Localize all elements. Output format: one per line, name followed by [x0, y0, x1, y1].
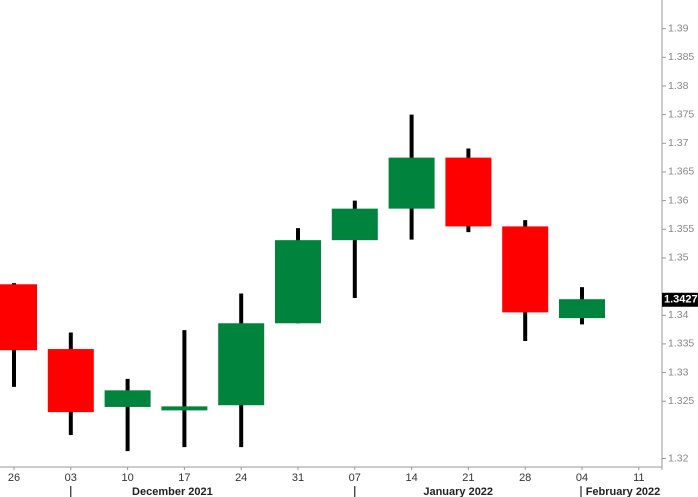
y-tick-label: 1.37 — [668, 137, 689, 149]
candle-body — [104, 390, 151, 407]
y-tick-label: 1.35 — [668, 252, 689, 264]
y-tick-label: 1.36 — [668, 194, 689, 206]
x-tick-label: 28 — [519, 472, 531, 484]
x-tick-label: 31 — [292, 472, 304, 484]
last-price-label: 1.3427 — [664, 294, 698, 306]
candle-body — [218, 323, 265, 406]
y-tick-label: 1.38 — [668, 80, 689, 92]
y-tick-label: 1.325 — [668, 395, 694, 407]
candle-body — [0, 284, 37, 351]
y-tick-label: 1.32 — [668, 452, 689, 464]
x-tick-label: 14 — [405, 472, 417, 484]
candle-body — [559, 299, 605, 319]
x-tick-label: 17 — [178, 472, 190, 484]
candle-body — [161, 406, 208, 411]
x-tick-label: 04 — [576, 472, 588, 484]
x-tick-label: 03 — [65, 472, 77, 484]
last-price-box — [662, 292, 698, 307]
candle-body — [331, 208, 378, 241]
x-tick-label: 10 — [121, 472, 133, 484]
y-tick-label: 1.335 — [668, 338, 694, 350]
candle-body — [445, 157, 492, 227]
candle-body — [388, 157, 435, 209]
x-tick-label: 21 — [462, 472, 474, 484]
y-tick-label: 1.385 — [668, 51, 694, 63]
month-label: December 2021 — [132, 486, 213, 497]
y-tick-label: 1.34 — [668, 309, 689, 321]
x-tick-label: 07 — [349, 472, 361, 484]
y-tick-label: 1.375 — [668, 108, 694, 120]
x-tick-label: 24 — [235, 472, 247, 484]
y-tick-label: 1.39 — [668, 22, 689, 34]
y-tick-label: 1.33 — [668, 366, 689, 378]
candle-body — [502, 226, 549, 313]
candle-body — [275, 240, 321, 324]
y-tick-label: 1.355 — [668, 223, 694, 235]
y-tick-label: 1.365 — [668, 166, 694, 178]
x-tick-label: 11 — [633, 472, 644, 484]
x-tick-label: 26 — [8, 472, 20, 484]
candle-body — [47, 349, 94, 413]
month-label: January 2022 — [423, 486, 493, 497]
month-label: February 2022 — [586, 486, 661, 497]
